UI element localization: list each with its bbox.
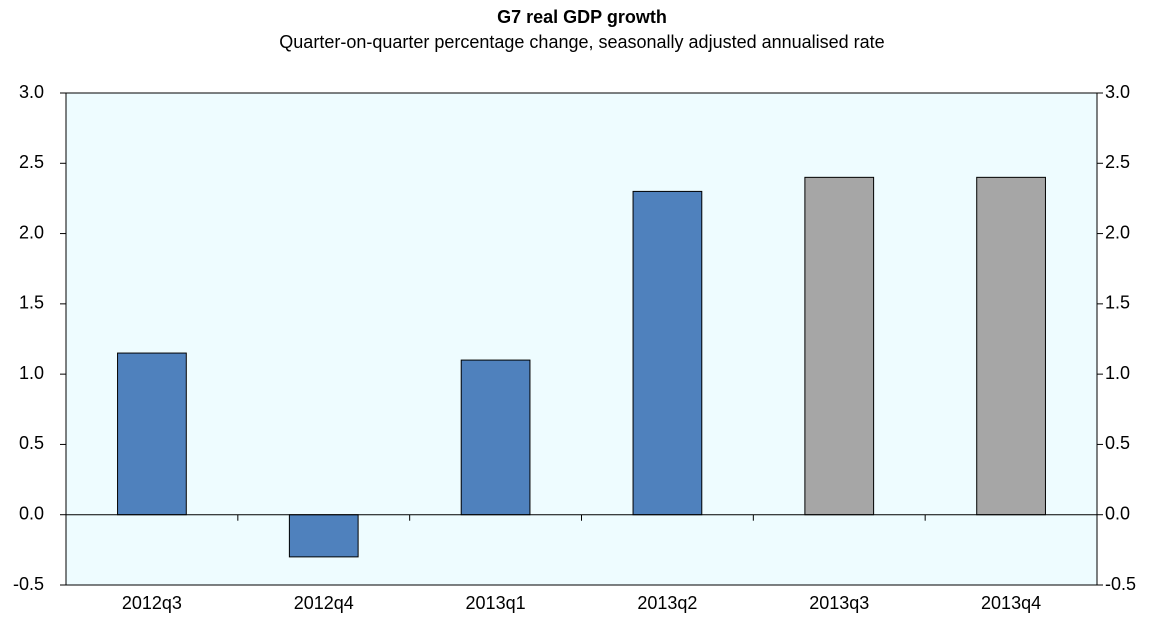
y-tick-label: 2.5 — [19, 152, 44, 172]
y2-tick-label: 1.5 — [1105, 293, 1130, 313]
x-tick-label: 2013q1 — [466, 593, 526, 613]
y2-tick-label: 3.0 — [1105, 82, 1130, 102]
y2-tick-label: 0.5 — [1105, 433, 1130, 453]
y-tick-label: 1.5 — [19, 293, 44, 313]
chart-title: G7 real GDP growth — [497, 7, 667, 27]
y2-tick-label: 2.5 — [1105, 152, 1130, 172]
x-tick-label: 2013q2 — [637, 593, 697, 613]
y-tick-label: 0.5 — [19, 433, 44, 453]
y2-tick-label: -0.5 — [1105, 574, 1136, 594]
x-tick-label: 2013q3 — [809, 593, 869, 613]
bar — [288, 514, 359, 558]
y-tick-label: 1.0 — [19, 363, 44, 383]
x-tick-label: 2012q4 — [294, 593, 354, 613]
y2-tick-label: 2.0 — [1105, 222, 1130, 242]
y-tick-label: 2.0 — [19, 222, 44, 242]
bar — [632, 190, 703, 516]
bar — [117, 352, 187, 516]
bar — [976, 176, 1046, 516]
plot-area — [65, 92, 1098, 586]
y-tick-label: 3.0 — [19, 82, 44, 102]
chart-subtitle: Quarter-on-quarter percentage change, se… — [279, 32, 884, 52]
x-tick-label: 2013q4 — [981, 593, 1041, 613]
y2-tick-label: 0.0 — [1105, 503, 1130, 523]
y-tick-label: 0.0 — [19, 503, 44, 523]
y2-tick-label: 1.0 — [1105, 363, 1130, 383]
bar — [804, 176, 875, 516]
y-tick-label: -0.5 — [13, 574, 44, 594]
x-tick-label: 2012q3 — [122, 593, 182, 613]
bar — [460, 359, 531, 516]
